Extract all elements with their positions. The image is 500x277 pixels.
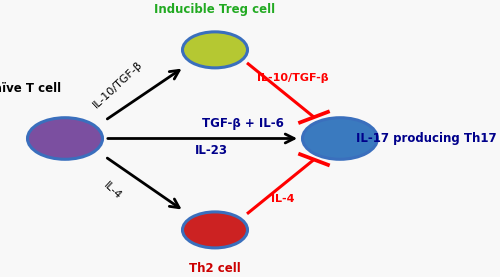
Text: IL-17 producing Th17 cell: IL-17 producing Th17 cell: [356, 132, 500, 145]
Text: Th2 cell: Th2 cell: [189, 262, 241, 275]
Text: IL-10/TGF-β: IL-10/TGF-β: [256, 73, 328, 83]
Circle shape: [182, 212, 248, 248]
Text: IL-4: IL-4: [102, 181, 124, 202]
Text: IL-10/TGF-β: IL-10/TGF-β: [91, 59, 144, 110]
Text: IL-4: IL-4: [271, 194, 294, 204]
Circle shape: [302, 118, 378, 159]
Text: TGF-β + IL-6: TGF-β + IL-6: [202, 117, 284, 130]
Text: IL-23: IL-23: [195, 145, 228, 157]
Circle shape: [182, 32, 248, 68]
Text: Naïve T cell: Naïve T cell: [0, 82, 61, 95]
Text: Inducible Treg cell: Inducible Treg cell: [154, 3, 276, 16]
Circle shape: [28, 118, 102, 159]
